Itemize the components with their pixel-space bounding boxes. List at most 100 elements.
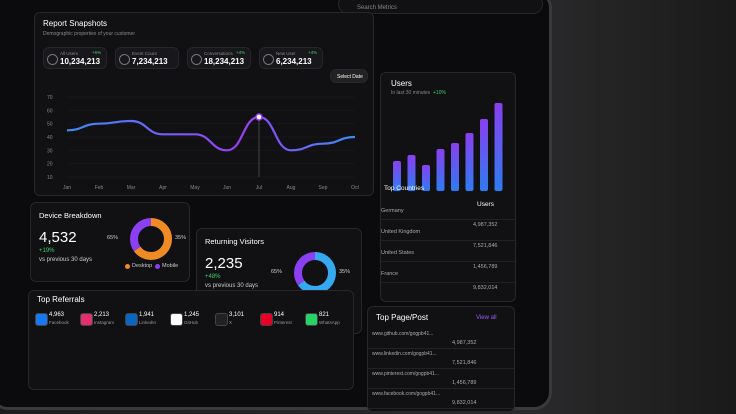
referral-icon — [215, 313, 228, 326]
referral-name: GitHub — [184, 320, 199, 325]
y-tick-label: 70 — [47, 95, 53, 101]
page-url: www.pinterest.com/gogpb41... — [372, 371, 439, 377]
users-change: +10% — [433, 90, 446, 96]
referral-value: 821 — [319, 312, 330, 318]
view-all-link[interactable]: View all — [476, 315, 497, 321]
x-tick-label: Aug — [287, 185, 296, 191]
x-tick-label: Jun — [223, 185, 231, 191]
referral-name: WhatsApp — [319, 320, 340, 325]
pages-title: Top Page/Post — [376, 313, 429, 322]
user-bar — [480, 119, 488, 191]
line-series — [66, 115, 356, 152]
x-tick-label: Apr — [159, 185, 167, 191]
x-tick-label: Feb — [95, 185, 104, 191]
pages-card: Top Page/Post View all www.github.com/gog… — [367, 306, 515, 412]
stat-icon — [191, 54, 202, 65]
stat-label: Event Count — [132, 51, 157, 56]
user-bar — [494, 103, 503, 191]
stat-label: All Users — [60, 51, 79, 56]
stat-value: 6,234,213 — [276, 57, 312, 66]
card-change: +19% — [39, 248, 55, 254]
referral-name: LinkedIn — [139, 320, 157, 325]
row-divider — [381, 282, 515, 283]
stat-card: Event Count 7,234,213 — [115, 47, 179, 69]
page-url: www.github.com/gogpb41... — [372, 331, 434, 337]
donut-segment — [130, 218, 172, 260]
x-tick-label: Jan — [63, 185, 71, 191]
stat-label: New User — [276, 51, 296, 56]
y-tick-label: 40 — [47, 135, 53, 141]
user-bar — [465, 133, 474, 191]
select-date-button[interactable]: Select Date — [330, 69, 368, 83]
stat-icon — [47, 54, 58, 65]
row-divider — [368, 408, 514, 409]
page-views: 9,832,014 — [452, 400, 477, 406]
report-subtitle: Demographic properties of your customer — [43, 31, 135, 37]
x-tick-label: May — [190, 185, 200, 191]
user-bar — [393, 161, 401, 191]
card-value: 4,532 — [39, 229, 77, 246]
table-header: Users — [477, 201, 494, 208]
referral-value: 1,941 — [139, 312, 155, 318]
country-name: France — [381, 271, 399, 277]
search-box[interactable]: Search Metrics — [338, 0, 543, 14]
country-users: 4,987,352 — [473, 222, 498, 228]
users-subtitle: In last 30 minutes — [391, 90, 431, 96]
referral-icon — [305, 313, 318, 326]
page-views: 7,521,846 — [452, 360, 477, 366]
donut-segment — [294, 252, 336, 294]
row-divider — [368, 348, 514, 349]
legend-label: Mobile — [162, 263, 179, 269]
card-value: 2,235 — [205, 255, 243, 272]
legend-dot — [155, 264, 160, 269]
referral-name: Facebook — [49, 320, 69, 325]
user-bar — [422, 165, 430, 191]
referral-icon — [35, 313, 48, 326]
stat-value: 10,234,213 — [60, 57, 101, 66]
referral-icon — [170, 313, 183, 326]
y-tick-label: 10 — [47, 175, 53, 181]
row-divider — [381, 261, 515, 262]
stat-value: 7,234,213 — [132, 57, 168, 66]
donut-percent: 35% — [339, 269, 351, 275]
country-name: United States — [381, 250, 415, 256]
users-card: Users In last 30 minutes +10% Top Countr… — [380, 72, 516, 302]
stat-change: +4% — [308, 50, 318, 55]
y-tick-label: 60 — [47, 108, 53, 114]
country-users: 9,832,014 — [473, 285, 498, 291]
card-note: vs previous 30 days — [39, 257, 93, 263]
row-divider — [368, 368, 514, 369]
referrals-title: Top Referrals — [37, 295, 85, 304]
x-tick-label: Jul — [256, 185, 262, 191]
device-card: Device Breakdown 4,532 +19% vs previous 30 … — [30, 202, 190, 282]
x-tick-label: Oct — [351, 185, 359, 191]
legend-label: Desktop — [132, 263, 153, 269]
country-users: 1,456,789 — [473, 264, 498, 270]
donut-percent: 65% — [271, 269, 283, 275]
referral-value: 2,213 — [94, 312, 110, 318]
referral-value: 1,245 — [184, 312, 200, 318]
donut-percent: 65% — [107, 235, 119, 241]
referral-value: 4,963 — [49, 312, 65, 318]
referral-name: Pinterest — [274, 320, 292, 325]
report-card: Report Snapshots Demographic properties … — [34, 12, 374, 196]
stat-change: +6% — [92, 50, 102, 55]
row-divider — [368, 388, 514, 389]
stat-icon — [119, 54, 130, 65]
stat-label: Conversations — [204, 51, 233, 56]
stat-card: New User 6,234,213 +4% — [259, 47, 323, 69]
report-title: Report Snapshots — [43, 19, 108, 28]
referral-icon — [260, 313, 273, 326]
page-views: 1,456,789 — [452, 380, 477, 386]
y-tick-label: 50 — [47, 122, 53, 128]
users-title: Users — [391, 79, 412, 88]
referral-name: X — [229, 320, 233, 325]
y-tick-label: 20 — [47, 162, 53, 168]
referrals-card: Top Referrals 4,963 Facebook 2,213 Instagram… — [28, 290, 354, 390]
table-header: Top Countries — [384, 185, 425, 192]
user-bar — [407, 155, 416, 191]
page-url: www.linkedin.com/gogpb41... — [372, 351, 437, 357]
row-divider — [381, 240, 515, 241]
card-title: Device Breakdown — [39, 211, 102, 220]
